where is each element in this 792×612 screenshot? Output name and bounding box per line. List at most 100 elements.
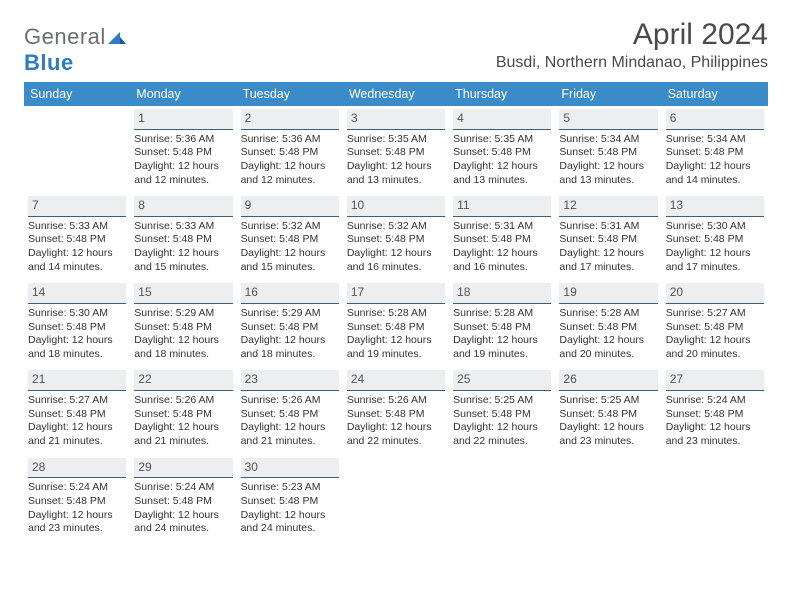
daylight-text: Daylight: 12 hours and 23 minutes. [666,421,764,448]
sunset-text: Sunset: 5:48 PM [134,321,232,335]
sunrise-text: Sunrise: 5:35 AM [347,133,445,147]
sunrise-text: Sunrise: 5:35 AM [453,133,551,147]
day-cell-body [559,479,657,481]
sunset-text: Sunset: 5:48 PM [453,408,551,422]
brand-name-part2: Blue [24,50,74,75]
day-cell: Sunrise: 5:32 AMSunset: 5:48 PMDaylight:… [343,218,449,281]
sunrise-text: Sunrise: 5:30 AM [666,220,764,234]
day-cell-body: Sunrise: 5:29 AMSunset: 5:48 PMDaylight:… [241,305,339,362]
day-cell: Sunrise: 5:28 AMSunset: 5:48 PMDaylight:… [449,305,555,368]
day-number: 9 [241,196,339,217]
sunset-text: Sunset: 5:48 PM [134,408,232,422]
day-cell-header: 19 [555,280,661,305]
daylight-text: Daylight: 12 hours and 24 minutes. [241,509,339,536]
daylight-text: Daylight: 12 hours and 21 minutes. [134,421,232,448]
day-number [666,458,764,476]
day-cell-body: Sunrise: 5:35 AMSunset: 5:48 PMDaylight:… [453,131,551,188]
day-cell-body: Sunrise: 5:24 AMSunset: 5:48 PMDaylight:… [28,479,126,536]
day-cell-header [343,455,449,480]
day-number: 16 [241,283,339,304]
day-cell-body: Sunrise: 5:31 AMSunset: 5:48 PMDaylight:… [559,218,657,275]
week-daynum-row: 21222324252627 [24,367,768,392]
day-cell-body: Sunrise: 5:28 AMSunset: 5:48 PMDaylight:… [559,305,657,362]
sunrise-text: Sunrise: 5:24 AM [134,481,232,495]
day-number: 26 [559,370,657,391]
day-cell-header: 7 [24,193,130,218]
day-number: 10 [347,196,445,217]
week-daynum-row: 123456 [24,106,768,131]
daylight-text: Daylight: 12 hours and 12 minutes. [134,160,232,187]
day-cell: Sunrise: 5:34 AMSunset: 5:48 PMDaylight:… [555,131,661,194]
daylight-text: Daylight: 12 hours and 21 minutes. [241,421,339,448]
brand-name-part1: General [24,24,106,49]
calendar-body: 123456Sunrise: 5:36 AMSunset: 5:48 PMDay… [24,106,768,542]
sunset-text: Sunset: 5:48 PM [666,146,764,160]
day-cell: Sunrise: 5:28 AMSunset: 5:48 PMDaylight:… [343,305,449,368]
sunset-text: Sunset: 5:48 PM [453,321,551,335]
weekday-header: Friday [555,82,661,106]
sunrise-text: Sunrise: 5:32 AM [241,220,339,234]
day-number: 12 [559,196,657,217]
day-number: 4 [453,109,551,130]
day-cell: Sunrise: 5:27 AMSunset: 5:48 PMDaylight:… [662,305,768,368]
sunrise-text: Sunrise: 5:26 AM [134,394,232,408]
sunrise-text: Sunrise: 5:34 AM [559,133,657,147]
daylight-text: Daylight: 12 hours and 24 minutes. [134,509,232,536]
sunset-text: Sunset: 5:48 PM [28,233,126,247]
day-cell: Sunrise: 5:31 AMSunset: 5:48 PMDaylight:… [449,218,555,281]
day-cell-header: 22 [130,367,236,392]
sunset-text: Sunset: 5:48 PM [347,146,445,160]
week-body-row: Sunrise: 5:33 AMSunset: 5:48 PMDaylight:… [24,218,768,281]
calendar-page: General Blue April 2024 Busdi, Northern … [0,0,792,612]
sunrise-text: Sunrise: 5:25 AM [559,394,657,408]
day-number: 27 [666,370,764,391]
sunrise-text: Sunrise: 5:29 AM [134,307,232,321]
day-cell-body: Sunrise: 5:26 AMSunset: 5:48 PMDaylight:… [134,392,232,449]
week-body-row: Sunrise: 5:30 AM Sunset: 5:48 PM Daylight:… [24,305,768,368]
day-number: 20 [666,283,764,304]
sunrise-text: Sunrise: 5:29 AM [241,307,339,321]
day-cell-header: 18 [449,280,555,305]
day-cell: Sunrise: 5:33 AMSunset: 5:48 PMDaylight:… [130,218,236,281]
week-body-row: Sunrise: 5:24 AMSunset: 5:48 PMDaylight:… [24,479,768,542]
day-cell: Sunrise: 5:35 AMSunset: 5:48 PMDaylight:… [449,131,555,194]
day-cell-header: 14 [24,280,130,305]
day-number: 18 [453,283,551,304]
day-number: 8 [134,196,232,217]
sunset-text: Sunset: 5:48 PM [347,408,445,422]
day-cell-header: 27 [662,367,768,392]
sunset-text: Sunset: 5:48 PM [666,321,764,335]
day-cell-header: 6 [662,106,768,131]
day-number: 15 [134,283,232,304]
sunset-text: Sunset: 5:48 PM [559,408,657,422]
day-cell-header: 24 [343,367,449,392]
day-number [453,458,551,476]
weekday-header: Saturday [662,82,768,106]
daylight-text: Daylight: 12 hours and 23 minutes. [559,421,657,448]
day-cell-body: Sunrise: 5:30 AMSunset: 5:48 PMDaylight:… [28,305,126,362]
day-cell-header [555,455,661,480]
sunset-text: Sunset: 5:48 PM [134,146,232,160]
day-number: 28 [28,458,126,479]
day-cell: Sunrise: 5:24 AMSunset: 5:48 PMDaylight:… [24,479,130,542]
sunset-text: Sunset: 5:48 PM [241,321,339,335]
day-cell-header: 29 [130,455,236,480]
sunset-text: Sunset: 5:48 PM [241,495,339,509]
sunrise-text: Sunrise: 5:31 AM [453,220,551,234]
day-cell-body: Sunrise: 5:26 AMSunset: 5:48 PMDaylight:… [347,392,445,449]
day-cell: Sunrise: 5:33 AMSunset: 5:48 PMDaylight:… [24,218,130,281]
daylight-text: Daylight: 12 hours and 22 minutes. [453,421,551,448]
sunset-text: Sunset: 5:48 PM [241,408,339,422]
sunrise-text: Sunrise: 5:31 AM [559,220,657,234]
weekday-header: Monday [130,82,236,106]
day-cell-body [453,479,551,481]
sunrise-text: Sunrise: 5:36 AM [134,133,232,147]
brand-logo: General Blue [24,24,126,76]
day-cell-body: Sunrise: 5:29 AMSunset: 5:48 PMDaylight:… [134,305,232,362]
day-cell-body: Sunrise: 5:28 AMSunset: 5:48 PMDaylight:… [453,305,551,362]
daylight-text: Daylight: 12 hours and 18 minutes. [28,334,126,361]
sunrise-text: Sunrise: 5:30 AM [28,307,126,321]
daylight-text: Daylight: 12 hours and 21 minutes. [28,421,126,448]
sunset-text: Sunset: 5:48 PM [241,146,339,160]
day-cell-body: Sunrise: 5:36 AMSunset: 5:48 PMDaylight:… [134,131,232,188]
